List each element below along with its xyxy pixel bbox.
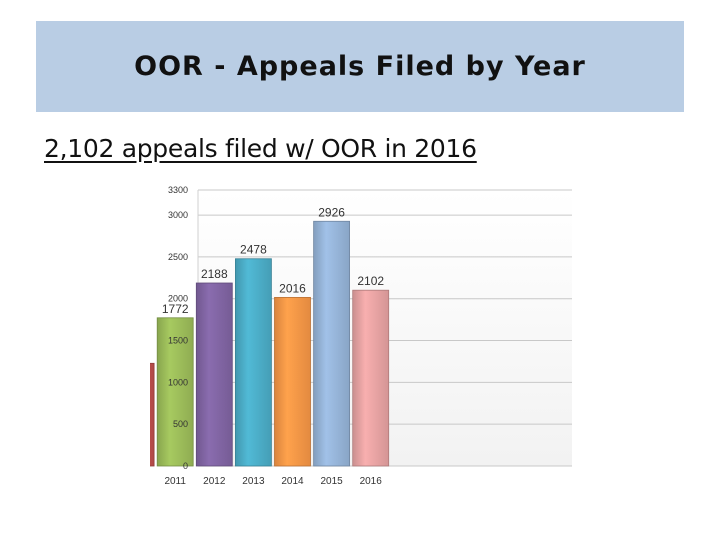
y-tick-label: 500 xyxy=(173,419,188,429)
y-tick-label: 2000 xyxy=(168,294,188,304)
bar-2012 xyxy=(195,282,233,467)
data-label-2012: 2188 xyxy=(201,267,228,281)
y-tick-label: 3300 xyxy=(168,185,188,195)
x-tick-label-2016: 2016 xyxy=(360,476,383,487)
y-tick-label: 2500 xyxy=(168,252,188,262)
data-label-2015: 2926 xyxy=(318,205,345,219)
data-label-2011: 1772 xyxy=(162,302,189,316)
y-tick-label: 0 xyxy=(183,461,188,471)
bar-2016 xyxy=(352,289,390,467)
data-label-2013: 2478 xyxy=(240,243,267,257)
x-tick-label-2012: 2012 xyxy=(203,476,226,487)
y-tick-label: 1000 xyxy=(168,377,188,387)
y-tick-label: 3000 xyxy=(168,210,188,220)
bar-2011 xyxy=(156,317,194,467)
x-tick-label-2015: 2015 xyxy=(320,476,343,487)
page-subtitle: 2,102 appeals filed w/ OOR in 2016 xyxy=(44,134,477,163)
data-label-2014: 2016 xyxy=(279,281,306,295)
bar-2010 xyxy=(150,362,155,467)
bar-2013 xyxy=(235,258,272,467)
appeals-bar-chart: 0500100015002000250030003300115520091228… xyxy=(150,185,572,487)
bar-2014 xyxy=(274,296,311,467)
bar-2015 xyxy=(313,220,351,467)
x-tick-label-2011: 2011 xyxy=(164,476,186,487)
title-banner: OOR - Appeals Filed by Year xyxy=(36,21,684,112)
x-tick-label-2014: 2014 xyxy=(281,476,304,487)
y-tick-label: 1500 xyxy=(168,336,188,346)
page-title: OOR - Appeals Filed by Year xyxy=(134,51,586,82)
x-tick-label-2013: 2013 xyxy=(242,476,265,487)
data-label-2016: 2102 xyxy=(357,274,384,288)
